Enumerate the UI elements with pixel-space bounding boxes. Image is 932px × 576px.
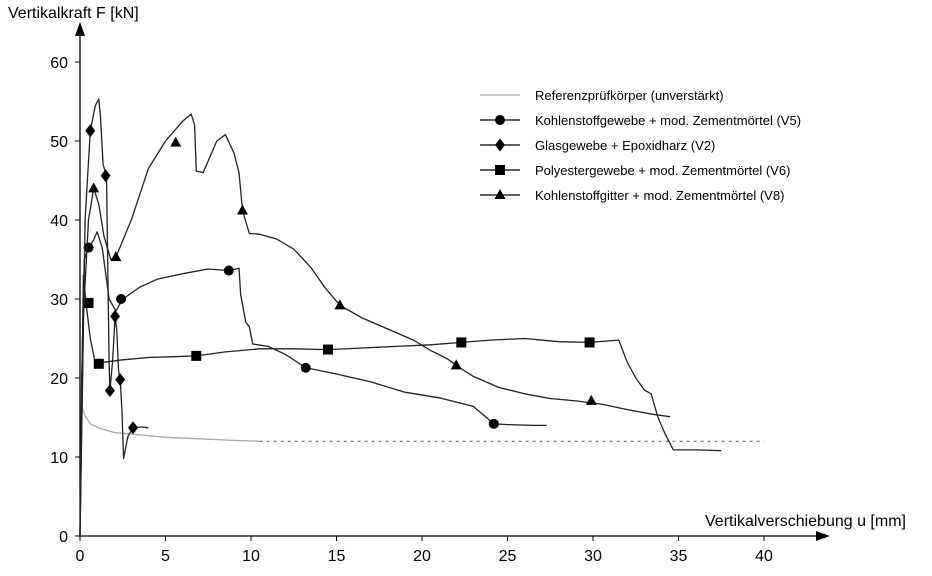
data-point-marker xyxy=(85,124,96,138)
y-tick-label: 40 xyxy=(50,213,68,230)
series-line xyxy=(79,274,722,537)
data-point-marker xyxy=(585,394,597,405)
data-point-marker xyxy=(110,309,121,323)
x-axis-arrow xyxy=(816,531,830,541)
series-3 xyxy=(79,98,149,537)
data-point-marker xyxy=(83,297,94,308)
x-tick-label: 25 xyxy=(499,548,517,565)
data-point-marker xyxy=(128,421,139,435)
series-layer xyxy=(79,98,764,537)
y-tick-label: 0 xyxy=(59,529,68,546)
legend-label: Kohlenstoffgewebe + mod. Zementmörtel (V… xyxy=(535,113,801,128)
y-axis-arrow xyxy=(75,22,85,36)
data-point-marker xyxy=(450,359,462,370)
axes xyxy=(75,22,830,541)
legend-label: Referenzprüfkörper (unverstärkt) xyxy=(535,88,724,103)
series-2 xyxy=(79,231,547,537)
data-point-marker xyxy=(456,337,467,348)
legend-marker xyxy=(494,189,506,199)
data-point-marker xyxy=(300,362,311,373)
legend-label: Glasgewebe + Epoxidharz (V2) xyxy=(535,138,715,153)
legend-marker xyxy=(495,165,505,175)
y-tick-label: 20 xyxy=(50,371,68,388)
x-tick-label: 40 xyxy=(755,548,773,565)
data-point-marker xyxy=(93,358,104,369)
series-line xyxy=(79,404,260,537)
y-tick-label: 60 xyxy=(50,55,68,72)
y-axis-label: Vertikalkraft F [kN] xyxy=(8,5,139,22)
x-tick-label: 20 xyxy=(413,548,431,565)
series-5 xyxy=(79,113,671,537)
x-tick-label: 35 xyxy=(670,548,688,565)
data-point-marker xyxy=(110,251,122,262)
legend-label: Polyestergewebe + mod. Zementmörtel (V6) xyxy=(535,163,790,178)
y-tick-label: 50 xyxy=(50,134,68,151)
data-point-marker xyxy=(236,204,248,215)
data-point-marker xyxy=(191,350,202,361)
series-1 xyxy=(79,404,764,537)
x-tick-label: 0 xyxy=(76,548,85,565)
x-tick-label: 5 xyxy=(161,548,170,565)
series-line xyxy=(79,231,547,537)
legend-marker xyxy=(495,138,505,152)
x-tick-label: 15 xyxy=(328,548,346,565)
legend: Referenzprüfkörper (unverstärkt) Kohlenst… xyxy=(480,88,801,203)
data-point-marker xyxy=(104,384,115,398)
data-point-marker xyxy=(100,169,111,183)
axis-ticks: 0 5 10 15 20 25 30 35 40 0 10 20 30 40 50 60 xyxy=(50,55,773,565)
data-point-marker xyxy=(88,182,100,193)
data-point-marker xyxy=(115,373,126,387)
y-tick-label: 30 xyxy=(50,292,68,309)
x-axis-label: Vertikalverschiebung u [mm] xyxy=(705,513,906,530)
y-tick-label: 10 xyxy=(50,450,68,467)
legend-marker xyxy=(495,115,505,125)
data-point-marker xyxy=(223,265,234,276)
series-line xyxy=(79,113,671,537)
data-point-marker xyxy=(83,242,94,253)
data-point-marker xyxy=(116,294,127,304)
series-4 xyxy=(79,274,722,537)
x-tick-label: 10 xyxy=(242,548,260,565)
data-point-marker xyxy=(334,299,346,310)
data-point-marker xyxy=(488,418,499,429)
legend-label: Kohlenstoffgitter + mod. Zementmörtel (V… xyxy=(535,188,784,203)
x-tick-label: 30 xyxy=(584,548,602,565)
data-point-marker xyxy=(170,136,182,147)
data-point-marker xyxy=(584,337,595,348)
data-point-marker xyxy=(322,344,333,355)
